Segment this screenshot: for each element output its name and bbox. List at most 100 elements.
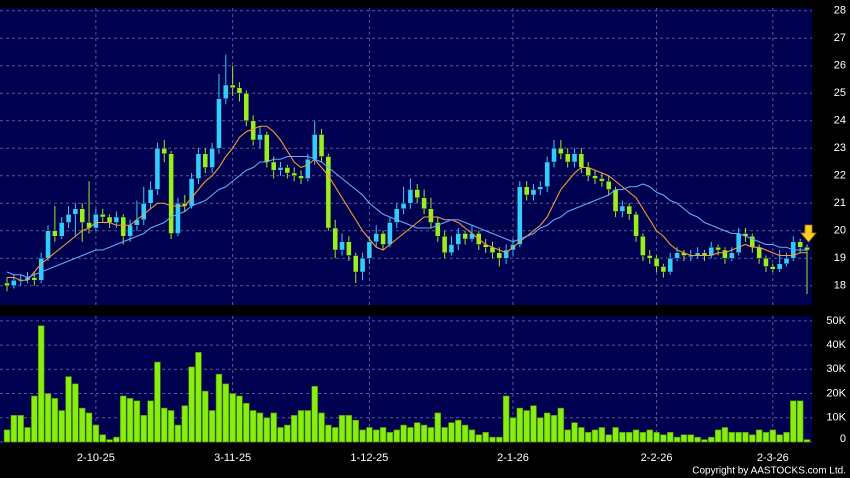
volume-bar xyxy=(420,424,428,443)
volume-bar xyxy=(619,432,626,443)
volume-bar xyxy=(550,415,558,443)
candle-body xyxy=(127,225,133,237)
volume-bar xyxy=(270,412,277,443)
volume-bar xyxy=(489,436,496,443)
volume-bar xyxy=(331,427,339,443)
candle-body xyxy=(626,205,632,215)
candle-body xyxy=(93,214,99,229)
volume-bar xyxy=(311,385,318,443)
volume-bar xyxy=(263,417,271,443)
volume-bar xyxy=(99,434,106,443)
y-tick-label: 25 xyxy=(834,87,846,99)
candle-body xyxy=(229,84,236,88)
volume-bar xyxy=(537,417,544,443)
volume-bar xyxy=(37,325,45,443)
candle-body xyxy=(147,189,154,204)
candle-body xyxy=(332,227,338,251)
volume-bar xyxy=(735,432,742,443)
candle-body xyxy=(11,280,17,286)
volume-bar xyxy=(338,415,346,443)
volume-bar xyxy=(256,412,264,443)
candle-body xyxy=(647,255,653,259)
volume-bar xyxy=(318,412,325,443)
volume-bar xyxy=(721,427,729,443)
volume-bar xyxy=(571,422,578,443)
volume-bar xyxy=(714,429,722,443)
volume-bar xyxy=(85,412,93,443)
volume-bar xyxy=(496,436,503,443)
candle-body xyxy=(735,233,742,253)
candle-body xyxy=(154,148,161,190)
volume-bar xyxy=(72,383,79,443)
volume-bar xyxy=(468,429,476,443)
volume-bar xyxy=(133,400,141,443)
volume-bar xyxy=(475,434,483,443)
volume-bar xyxy=(366,427,373,443)
volume-bar xyxy=(591,429,599,443)
volume-bar xyxy=(126,398,134,443)
candle-body xyxy=(188,178,195,207)
candle-body xyxy=(161,148,167,154)
volume-bar xyxy=(680,434,688,443)
volume-bar xyxy=(434,412,441,443)
candle-body xyxy=(770,266,776,270)
candle-body xyxy=(544,161,550,187)
candle-body xyxy=(763,258,769,267)
candle-body xyxy=(257,134,263,141)
candle-body xyxy=(462,233,468,240)
candle-body xyxy=(318,134,325,157)
y-tick-label: 22 xyxy=(834,170,846,182)
candle-body xyxy=(339,241,345,251)
candle-body xyxy=(558,148,564,154)
volume-bar xyxy=(646,429,653,443)
volume-bar xyxy=(461,424,469,443)
volume-bar xyxy=(749,434,756,443)
volume-bar xyxy=(44,393,52,443)
candle-body xyxy=(38,258,44,281)
volume-bar xyxy=(762,432,770,443)
candle-body xyxy=(667,258,673,273)
candle-body xyxy=(195,153,202,179)
candle-body xyxy=(640,236,646,256)
volume-bar xyxy=(393,429,400,443)
y-tick-label: 24 xyxy=(834,115,846,127)
y-tick-label: 26 xyxy=(834,60,846,72)
volume-bar xyxy=(564,429,571,443)
candle-body xyxy=(551,148,557,163)
volume-bar xyxy=(578,427,585,443)
candle-body xyxy=(435,222,441,237)
candle-body xyxy=(359,258,366,273)
candle-body xyxy=(441,236,448,253)
volume-tick-label: 40K xyxy=(826,339,846,351)
candle-body xyxy=(250,120,256,141)
volume-bar xyxy=(10,415,18,443)
y-tick-label: 21 xyxy=(834,197,846,209)
signal-arrow xyxy=(800,224,817,243)
candle-body xyxy=(100,214,106,218)
volume-bar xyxy=(769,429,777,443)
volume-tick-label: 10K xyxy=(826,412,846,424)
candle-body xyxy=(353,255,359,273)
volume-bar xyxy=(708,436,715,443)
candle-body xyxy=(141,203,147,220)
candle-body xyxy=(277,167,284,171)
volume-bar xyxy=(78,407,86,443)
volume-bar xyxy=(407,427,414,443)
volume-bar xyxy=(427,427,435,443)
candle-body xyxy=(421,197,427,209)
candle-body xyxy=(106,216,113,223)
volume-bar xyxy=(208,410,216,443)
volume-bar xyxy=(502,395,510,443)
volume-bar xyxy=(530,405,537,443)
candle-body xyxy=(209,148,215,168)
volume-bar xyxy=(188,366,195,443)
y-tick-label: 23 xyxy=(834,142,846,154)
candle-body xyxy=(79,208,85,223)
candle-body xyxy=(571,153,578,163)
candle-body xyxy=(387,222,393,245)
candle-body xyxy=(72,208,79,215)
y-tick-label: 18 xyxy=(834,280,846,292)
volume-bar xyxy=(455,419,462,443)
volume-bar xyxy=(249,410,257,443)
